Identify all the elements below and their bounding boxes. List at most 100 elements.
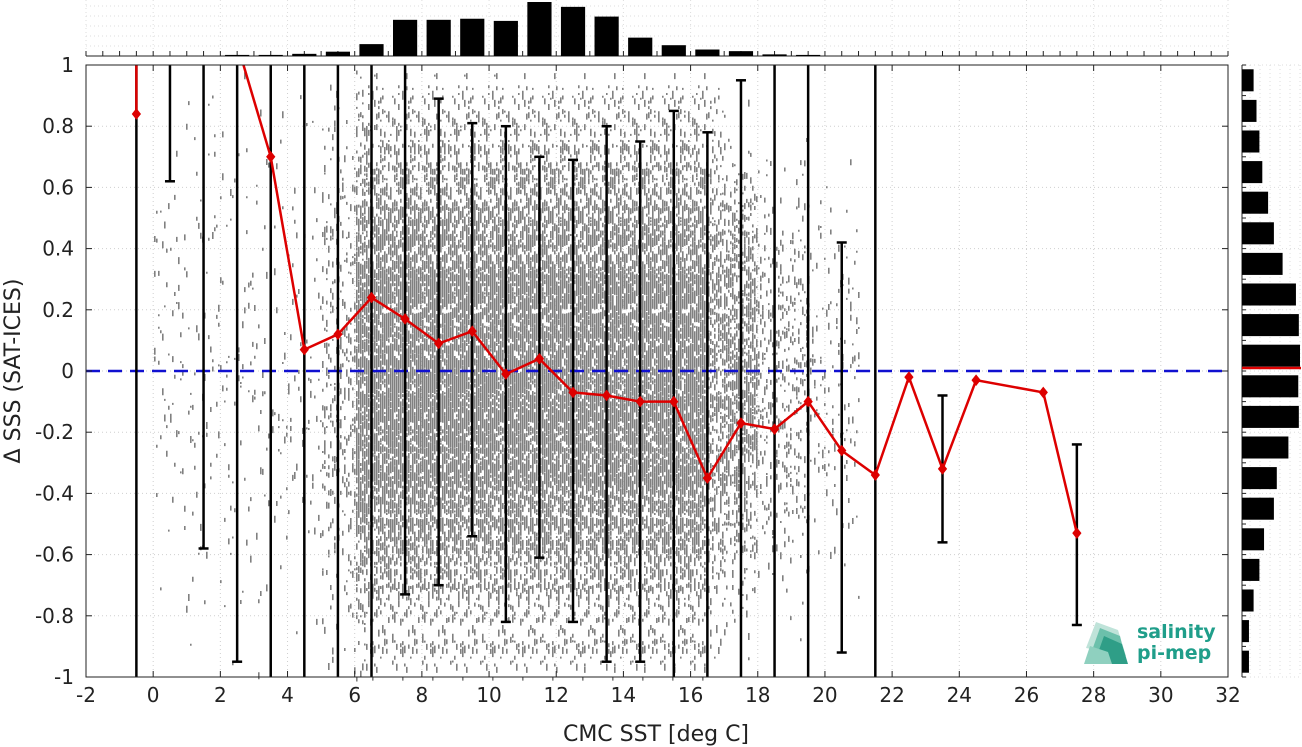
mean-marker xyxy=(501,368,511,380)
x-tick-label: 26 xyxy=(1014,683,1039,707)
x-axis: -2 0 2 4 6 8 10 12 14 16 18 20 22 24 26 28 30 32 xyxy=(76,65,1241,707)
error-bar xyxy=(400,65,411,596)
top-hist-bar xyxy=(359,44,384,56)
right-hist-bar xyxy=(1242,467,1277,490)
mean-marker xyxy=(131,108,142,120)
mean-marker xyxy=(266,150,276,163)
x-tick-label: 28 xyxy=(1081,683,1106,707)
x-tick-label: 22 xyxy=(879,683,904,707)
top-hist-bar xyxy=(493,20,518,56)
mean-marker xyxy=(702,472,713,484)
top-hist-bar xyxy=(560,6,586,56)
error-bar xyxy=(702,131,713,677)
top-histogram xyxy=(85,0,1229,57)
y-tick-label: 0.6 xyxy=(42,175,74,199)
right-hist-bar xyxy=(1242,589,1254,612)
top-hist-bar xyxy=(695,49,720,56)
right-hist-bar xyxy=(1242,344,1300,367)
mean-marker xyxy=(400,313,410,325)
right-hist-bar xyxy=(1242,283,1296,306)
x-tick-label: -2 xyxy=(76,683,96,707)
mean-marker xyxy=(333,328,343,341)
mean-marker xyxy=(434,337,444,350)
mean-line xyxy=(269,156,1079,534)
salinity-pi-mep-logo: salinity pi-mep xyxy=(1084,621,1216,664)
x-tick-label: 16 xyxy=(678,683,703,707)
error-bar xyxy=(232,65,243,663)
mean-marker xyxy=(635,395,645,408)
x-tick-label: 14 xyxy=(611,683,636,707)
top-hist-bar xyxy=(325,51,351,56)
mean-series xyxy=(131,65,1082,539)
x-tick-label: 6 xyxy=(348,683,361,707)
right-hist-bar xyxy=(1242,252,1283,275)
top-hist-bar xyxy=(258,54,283,56)
top-hist-bar xyxy=(527,2,552,56)
mean-marker xyxy=(467,325,477,338)
right-hist-bar xyxy=(1242,405,1299,428)
error-bar xyxy=(735,79,746,677)
mean-marker xyxy=(870,469,880,481)
mean-marker xyxy=(937,463,948,475)
x-axis-title: CMC SST [deg C] xyxy=(563,722,749,747)
mean-marker xyxy=(904,371,914,383)
right-hist-bar xyxy=(1242,99,1257,122)
top-hist-bar xyxy=(460,18,485,57)
y-tick-label: -0.4 xyxy=(35,481,74,505)
y-tick-label: -1 xyxy=(54,665,74,689)
error-bar xyxy=(198,65,209,550)
mean-marker xyxy=(534,352,545,365)
y-tick-label: 0.2 xyxy=(42,298,74,322)
y-tick-label: -0.6 xyxy=(35,543,74,567)
x-tick-label: 8 xyxy=(416,683,429,707)
logo-line2: pi-mep xyxy=(1137,642,1211,664)
y-tick-label: 1 xyxy=(61,53,74,77)
right-hist-bar xyxy=(1242,130,1260,153)
mean-marker xyxy=(1072,527,1082,539)
top-hist-bar xyxy=(392,19,418,56)
right-hist-bar xyxy=(1242,497,1274,520)
y-tick-label: 0 xyxy=(61,359,74,383)
mean-marker xyxy=(299,343,309,356)
x-tick-label: 24 xyxy=(947,683,972,707)
x-tick-label: 0 xyxy=(147,683,160,707)
x-tick-label: 32 xyxy=(1215,683,1240,707)
mean-marker xyxy=(1038,386,1048,399)
top-hist-bar xyxy=(762,54,787,56)
error-bars xyxy=(135,65,1082,677)
y-tick-label: 0.4 xyxy=(42,237,74,261)
top-hist-bar xyxy=(594,16,619,56)
right-hist-bar xyxy=(1242,375,1299,398)
top-hist-bar xyxy=(661,45,686,56)
mean-marker xyxy=(971,374,981,386)
mean-marker xyxy=(769,423,780,435)
mean-marker xyxy=(601,389,612,402)
x-tick-label: 4 xyxy=(281,683,294,707)
right-hist-bar xyxy=(1242,650,1249,673)
mean-marker xyxy=(568,386,578,399)
top-hist-bar xyxy=(225,54,250,56)
right-hist-bar xyxy=(1242,620,1249,643)
x-tick-label: 20 xyxy=(812,683,837,707)
top-hist-bar xyxy=(426,19,451,56)
right-hist-bar xyxy=(1242,528,1265,551)
logo-line1: salinity xyxy=(1137,621,1216,643)
top-hist-bar xyxy=(628,37,653,56)
top-hist-bar xyxy=(292,53,317,56)
x-tick-label: 12 xyxy=(544,683,569,707)
right-hist-bar xyxy=(1242,222,1274,245)
mean-marker xyxy=(803,395,813,408)
x-tick-label: 10 xyxy=(476,683,501,707)
mean-marker xyxy=(837,444,847,457)
mean-line-reentry xyxy=(242,65,272,158)
right-histogram xyxy=(1241,64,1301,678)
right-hist-bar xyxy=(1242,436,1289,459)
y-tick-label: 0.8 xyxy=(42,114,74,138)
y-tick-label: -0.8 xyxy=(35,604,74,628)
wave-logo-icon xyxy=(1084,622,1128,664)
right-hist-bar xyxy=(1242,558,1260,581)
x-tick-label: 18 xyxy=(745,683,770,707)
mean-marker xyxy=(736,417,746,429)
top-hist-bar xyxy=(728,51,754,56)
